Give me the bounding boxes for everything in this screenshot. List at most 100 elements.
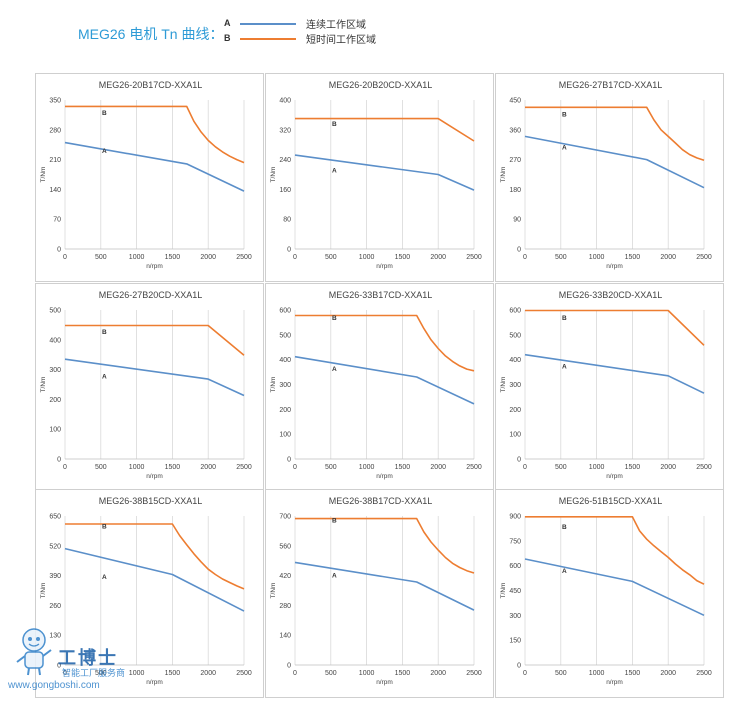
series-label-a: A <box>562 363 567 370</box>
x-tick-label: 500 <box>325 670 337 677</box>
series-line-a <box>64 141 245 192</box>
x-tick-label: 0 <box>523 254 527 261</box>
series-label-a: A <box>102 574 107 581</box>
series-line-b <box>525 515 705 585</box>
robot-mascot-icon <box>16 628 52 676</box>
x-tick-label: 2000 <box>200 670 216 677</box>
series-line-b <box>295 517 475 574</box>
x-tick-label: 2500 <box>236 464 252 471</box>
y-tick-label: 280 <box>49 127 61 134</box>
y-tick-label: 400 <box>279 98 291 105</box>
chart-title: MEG26-51B15CD-XXA1L <box>559 496 663 506</box>
chart-panel: MEG26-27B20CD-XXA1L 0 500 1000 1500 2000 2500 0… <box>35 283 264 492</box>
series-label-b: B <box>562 315 567 322</box>
y-tick-label: 70 <box>53 217 61 224</box>
chart-panel: MEG26-33B20CD-XXA1L 0 500 1000 1500 2000 2500 0… <box>495 283 724 492</box>
chart-panel: MEG26-38B15CD-XXA1L 0 500 1000 1500 2000 2500 0… <box>35 489 264 698</box>
legend-label-a: 连续工作区域 <box>306 20 366 31</box>
y-tick-label: 600 <box>509 563 521 570</box>
x-tick-label: 500 <box>95 670 107 677</box>
y-tick-label: 300 <box>279 382 291 389</box>
y-axis-label: T/Nm <box>500 377 507 393</box>
legend-line-b <box>240 37 296 40</box>
x-tick-label: 2000 <box>660 254 676 261</box>
series-line-b <box>65 523 245 590</box>
legend-entry-a: A 连续工作区域 <box>224 16 366 31</box>
watermark-subtitle: 智能工厂服务商 <box>62 668 126 678</box>
y-tick-label: 0 <box>287 247 291 254</box>
y-tick-label: 0 <box>517 457 521 464</box>
x-tick-label: 1500 <box>395 670 411 677</box>
y-tick-label: 180 <box>509 187 521 194</box>
x-tick-label: 1000 <box>359 670 375 677</box>
y-tick-label: 100 <box>509 432 521 439</box>
y-axis-label: T/Nm <box>40 583 47 599</box>
legend-line-a <box>240 22 296 25</box>
x-axis-label: n/rpm <box>146 263 163 270</box>
y-tick-label: 600 <box>509 308 521 315</box>
x-tick-label: 2500 <box>466 670 482 677</box>
x-tick-label: 1000 <box>359 464 375 471</box>
x-tick-label: 1500 <box>165 254 181 261</box>
chart-panel: MEG26-38B17CD-XXA1L 0 500 1000 1500 2000 2500 0… <box>265 489 494 698</box>
y-tick-label: 210 <box>49 157 61 164</box>
series-line-a <box>64 547 245 612</box>
legend-entry-b: B 短时间工作区域 <box>224 31 376 46</box>
x-axis-label: n/rpm <box>146 679 163 686</box>
y-tick-label: 400 <box>279 357 291 364</box>
x-tick-label: 0 <box>523 670 527 677</box>
series-label-a: A <box>332 366 337 373</box>
y-tick-label: 260 <box>49 603 61 610</box>
x-tick-label: 500 <box>95 464 107 471</box>
x-axis-label: n/rpm <box>146 473 163 480</box>
series-label-b: B <box>332 315 337 322</box>
y-tick-label: 300 <box>509 382 521 389</box>
series-label-a: A <box>102 148 107 155</box>
x-tick-label: 2000 <box>660 464 676 471</box>
x-tick-label: 2500 <box>466 254 482 261</box>
x-tick-label: 0 <box>63 670 67 677</box>
series-line-a <box>524 135 705 189</box>
x-tick-label: 0 <box>63 254 67 261</box>
series-label-b: B <box>332 517 337 524</box>
chart-title: MEG26-20B20CD-XXA1L <box>329 80 433 90</box>
y-tick-label: 200 <box>49 397 61 404</box>
chart-svg: MEG26-20B17CD-XXA1L 0 500 1000 1500 2000 2500 0… <box>40 80 252 270</box>
chart-title: MEG26-33B20CD-XXA1L <box>559 290 663 300</box>
y-tick-label: 100 <box>49 427 61 434</box>
series-line-b <box>525 309 705 346</box>
series-label-a: A <box>102 374 107 381</box>
chart-svg: MEG26-38B17CD-XXA1L 0 500 1000 1500 2000 2500 0… <box>270 496 482 686</box>
y-axis-label: T/Nm <box>40 377 47 393</box>
x-tick-label: 2500 <box>696 670 712 677</box>
y-axis-label: T/Nm <box>500 583 507 599</box>
x-tick-label: 1000 <box>589 464 605 471</box>
x-tick-label: 0 <box>293 254 297 261</box>
chart-panel: MEG26-27B17CD-XXA1L 0 500 1000 1500 2000 2500 0… <box>495 73 724 282</box>
watermark-brand: 工博士 <box>58 648 118 668</box>
x-tick-label: 2000 <box>200 464 216 471</box>
chart-title: MEG26-38B17CD-XXA1L <box>329 496 433 506</box>
x-tick-label: 1500 <box>165 464 181 471</box>
y-tick-label: 750 <box>509 538 521 545</box>
series-line-a <box>294 154 475 191</box>
x-tick-label: 1500 <box>625 464 641 471</box>
x-tick-label: 500 <box>325 254 337 261</box>
x-tick-label: 1000 <box>129 670 145 677</box>
y-tick-label: 80 <box>283 217 291 224</box>
series-line-a <box>524 353 705 394</box>
y-tick-label: 200 <box>279 407 291 414</box>
x-tick-label: 500 <box>325 464 337 471</box>
series-line-b <box>65 324 245 356</box>
x-axis-label: n/rpm <box>606 473 623 480</box>
x-tick-label: 0 <box>523 464 527 471</box>
y-tick-label: 150 <box>509 638 521 645</box>
y-tick-label: 520 <box>49 543 61 550</box>
chart-svg: MEG26-20B20CD-XXA1L 0 500 1000 1500 2000 2500 0… <box>270 80 482 270</box>
x-tick-label: 1000 <box>589 670 605 677</box>
y-tick-label: 650 <box>49 514 61 521</box>
x-tick-label: 2000 <box>430 670 446 677</box>
y-tick-label: 240 <box>279 157 291 164</box>
series-label-b: B <box>102 110 107 117</box>
chart-title: MEG26-38B15CD-XXA1L <box>99 496 203 506</box>
